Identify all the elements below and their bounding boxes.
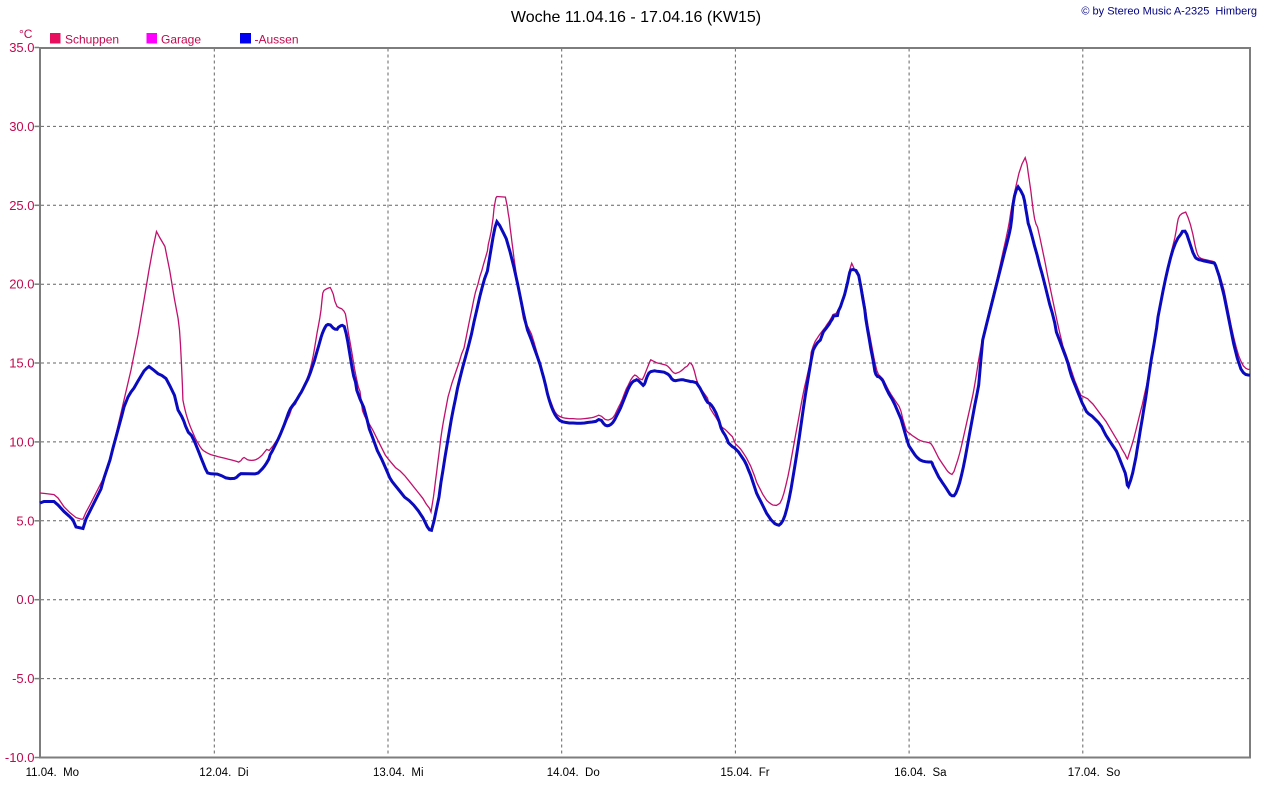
svg-text:13.04. Mi: 13.04. Mi [373, 767, 424, 779]
svg-text:Woche 11.04.16 - 17.04.16 (KW1: Woche 11.04.16 - 17.04.16 (KW15) [511, 9, 761, 26]
svg-text:10.0: 10.0 [9, 434, 34, 449]
svg-text:11.04. Mo: 11.04. Mo [26, 767, 80, 779]
svg-text:25.0: 25.0 [9, 198, 34, 213]
svg-text:17.04. So: 17.04. So [1068, 767, 1120, 779]
svg-text:20.0: 20.0 [9, 277, 34, 292]
svg-text:5.0: 5.0 [16, 513, 34, 528]
svg-text:14.04. Do: 14.04. Do [547, 767, 600, 779]
svg-text:16.04. Sa: 16.04. Sa [894, 767, 947, 779]
svg-text:15.0: 15.0 [9, 356, 34, 371]
svg-text:-10.0: -10.0 [5, 750, 35, 765]
svg-text:12.04. Di: 12.04. Di [199, 767, 248, 779]
svg-text:© by Stereo Music A-2325 Himb: © by Stereo Music A-2325 Himberg [1081, 6, 1257, 18]
svg-text:Schuppen: Schuppen [65, 33, 119, 47]
svg-text:35.0: 35.0 [9, 40, 34, 55]
svg-text:0.0: 0.0 [16, 592, 34, 607]
svg-text:-Aussen: -Aussen [255, 33, 299, 47]
svg-text:Garage: Garage [161, 33, 201, 47]
svg-text:15.04. Fr: 15.04. Fr [720, 767, 769, 779]
svg-text:30.0: 30.0 [9, 119, 34, 134]
svg-text:°C: °C [19, 27, 33, 41]
svg-text:-5.0: -5.0 [12, 671, 34, 686]
